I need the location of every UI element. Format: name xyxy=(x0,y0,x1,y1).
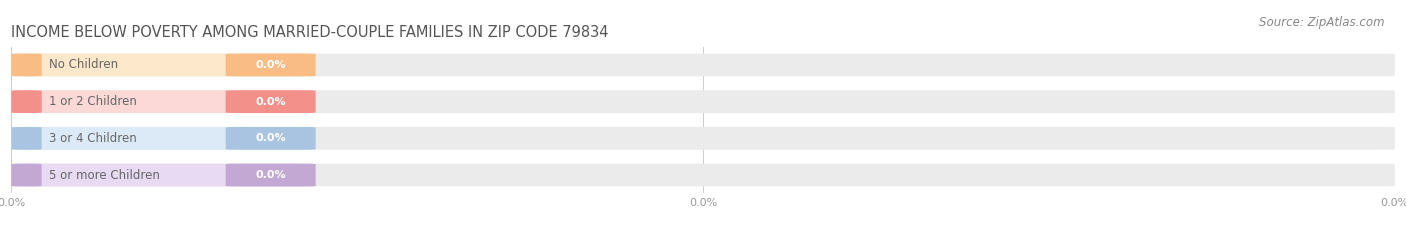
Text: 1 or 2 Children: 1 or 2 Children xyxy=(49,95,136,108)
FancyBboxPatch shape xyxy=(226,164,315,186)
FancyBboxPatch shape xyxy=(11,164,315,186)
FancyBboxPatch shape xyxy=(11,164,1395,186)
Text: No Children: No Children xyxy=(49,58,118,72)
Text: Source: ZipAtlas.com: Source: ZipAtlas.com xyxy=(1260,16,1385,29)
Text: 0.0%: 0.0% xyxy=(256,60,285,70)
FancyBboxPatch shape xyxy=(11,90,1395,113)
FancyBboxPatch shape xyxy=(11,54,1395,76)
FancyBboxPatch shape xyxy=(226,90,315,113)
FancyBboxPatch shape xyxy=(226,127,315,150)
Text: INCOME BELOW POVERTY AMONG MARRIED-COUPLE FAMILIES IN ZIP CODE 79834: INCOME BELOW POVERTY AMONG MARRIED-COUPL… xyxy=(11,25,609,40)
Text: 0.0%: 0.0% xyxy=(256,170,285,180)
FancyBboxPatch shape xyxy=(226,54,315,76)
Text: 3 or 4 Children: 3 or 4 Children xyxy=(49,132,136,145)
FancyBboxPatch shape xyxy=(11,127,1395,150)
FancyBboxPatch shape xyxy=(11,54,42,76)
Text: 5 or more Children: 5 or more Children xyxy=(49,168,159,182)
FancyBboxPatch shape xyxy=(11,90,315,113)
Text: 0.0%: 0.0% xyxy=(256,133,285,143)
Text: 0.0%: 0.0% xyxy=(256,97,285,107)
FancyBboxPatch shape xyxy=(11,127,42,150)
FancyBboxPatch shape xyxy=(11,164,42,186)
FancyBboxPatch shape xyxy=(11,127,315,150)
FancyBboxPatch shape xyxy=(11,54,315,76)
FancyBboxPatch shape xyxy=(11,90,42,113)
